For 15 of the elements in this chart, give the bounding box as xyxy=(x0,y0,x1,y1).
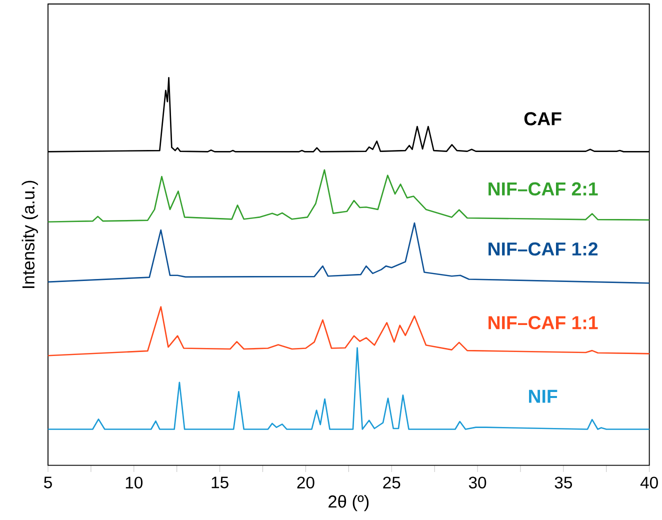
x-tick-label: 25 xyxy=(383,476,400,488)
x-tick-label: 20 xyxy=(297,476,314,488)
x-tick-label: 5 xyxy=(44,476,52,488)
x-tick-label: 10 xyxy=(126,476,143,488)
x-tick-label: 35 xyxy=(554,476,572,488)
series-label: CAF xyxy=(524,112,562,126)
series-label: NIF–CAF 1:1 xyxy=(488,316,598,330)
x-tick-label: 15 xyxy=(212,476,228,488)
series-label: NIF–CAF 1:2 xyxy=(488,242,598,256)
series-label: NIF–CAF 2:1 xyxy=(488,182,598,196)
x-tick-label: 30 xyxy=(468,476,486,488)
series-label: NIF xyxy=(529,390,558,403)
y-axis-title: Intensity (a.u.) xyxy=(22,180,38,288)
x-tick-label: 40 xyxy=(640,476,658,488)
x-axis-title: 2θ (º) xyxy=(328,494,369,512)
